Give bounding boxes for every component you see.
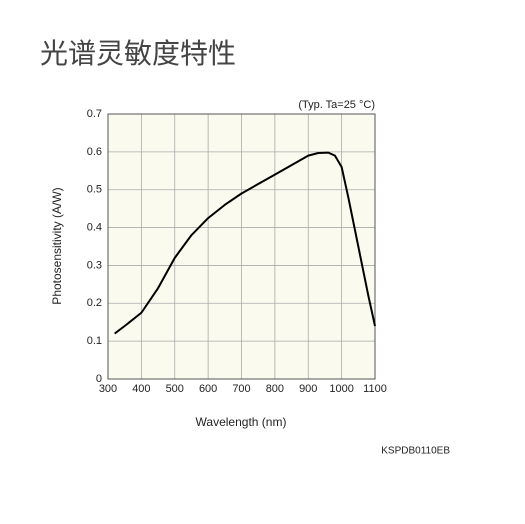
x-tick-label: 400 [132,383,150,395]
x-tick-label: 300 [99,383,117,395]
y-tick-label: 0.1 [87,335,102,347]
y-tick-label: 0.2 [87,297,102,309]
y-tick-label: 0 [96,373,102,385]
x-axis-label: Wavelength (nm) [196,415,287,429]
line [114,151,376,335]
y-tick-label: 0.5 [87,184,102,196]
x-tick-label: 900 [299,383,317,395]
x-tick-label: 500 [166,383,184,395]
x-tick-label: 700 [232,383,250,395]
x-tick-label: 600 [199,383,217,395]
footnote: KSPDB0110EB [381,446,450,457]
annotation: (Typ. Ta=25 °C) [298,99,375,111]
y-tick-label: 0.3 [87,259,102,271]
chart-title: 光谱灵敏度特性 [40,37,236,70]
y-tick-label: 0.7 [87,108,102,120]
plot-frame [107,113,376,380]
y-axis-label: Photosensitivity (A/W) [50,187,64,304]
y-tick-label: 0.6 [87,146,102,158]
x-tick-label: 1100 [363,383,387,395]
x-tick-label: 1000 [329,383,353,395]
y-tick-label: 0.4 [87,221,102,233]
x-tick-label: 800 [266,383,284,395]
